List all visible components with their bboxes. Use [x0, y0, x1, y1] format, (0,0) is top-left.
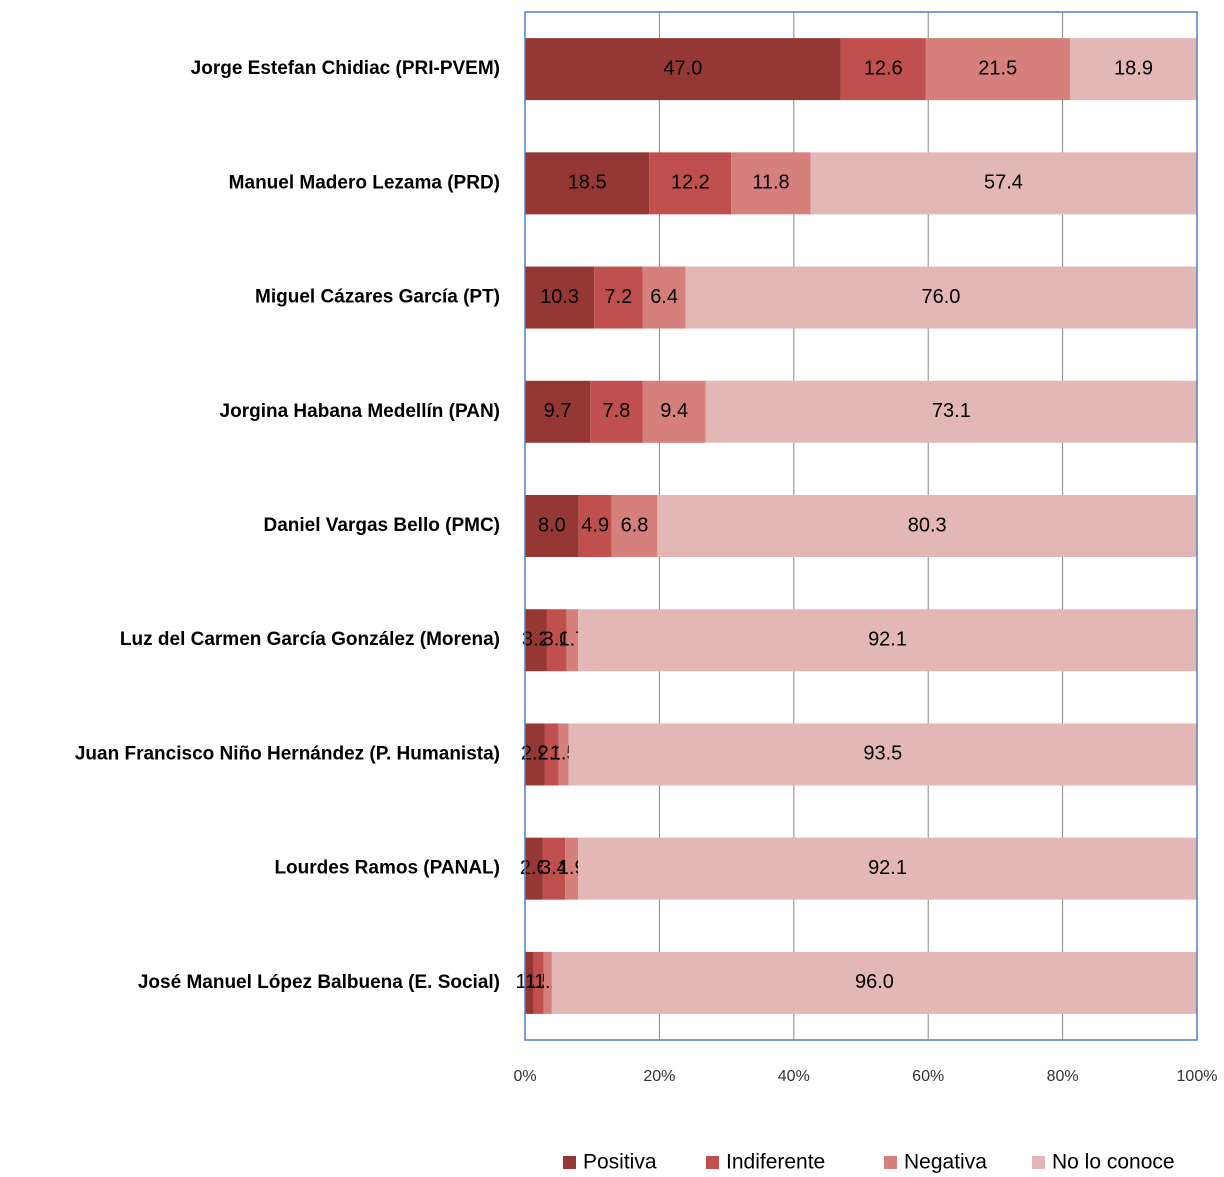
- bar-segment: [543, 951, 552, 1014]
- legend-label: Indiferente: [726, 1151, 825, 1174]
- data-label: 3.4: [540, 857, 568, 879]
- bar-segment: [657, 495, 1197, 557]
- x-tick-label: 0%: [513, 1068, 536, 1085]
- y-tick-label: Miguel Cázares García (PT): [255, 287, 500, 308]
- data-label: 3.0: [543, 629, 571, 651]
- x-tick-label: 60%: [912, 1068, 944, 1085]
- data-label: 6.8: [621, 514, 649, 536]
- bar-segment: [525, 152, 650, 215]
- y-tick-label: Lourdes Ramos (PANAL): [274, 858, 500, 879]
- bar-segment: [533, 951, 544, 1014]
- x-tick-label: 80%: [1047, 1068, 1079, 1085]
- bar-segment: [525, 609, 547, 672]
- data-label: 2.6: [520, 857, 548, 879]
- bar-segment: [551, 951, 1197, 1014]
- data-label: 10.3: [540, 286, 579, 308]
- y-tick-label: Manuel Madero Lezama (PRD): [229, 172, 500, 193]
- bar-segment: [525, 38, 841, 101]
- bar-segment: [925, 38, 1070, 101]
- data-label: 7.2: [605, 286, 633, 308]
- bar-segment: [566, 609, 579, 672]
- data-label: 47.0: [663, 57, 702, 79]
- data-label: 21.5: [978, 57, 1017, 79]
- bar-segment: [578, 837, 1197, 900]
- bar-segment: [525, 951, 534, 1014]
- y-tick-label: Jorgina Habana Medellín (PAN): [220, 401, 500, 422]
- data-label: 73.1: [932, 400, 971, 422]
- y-tick-label: José Manuel López Balbuena (E. Social): [138, 972, 500, 993]
- legend-swatch: [706, 1156, 719, 1169]
- x-tick-label: 100%: [1177, 1068, 1218, 1085]
- bar-segment: [544, 723, 559, 786]
- data-label: 2.1: [538, 743, 566, 765]
- y-tick-label: Daniel Vargas Bello (PMC): [263, 515, 500, 536]
- y-tick-label: Juan Francisco Niño Hernández (P. Humani…: [75, 743, 500, 764]
- plot-border: [524, 11, 1198, 1041]
- bar-segment: [642, 266, 686, 329]
- legend-swatch: [884, 1156, 897, 1169]
- bar-segment: [525, 837, 543, 900]
- bar-segment: [594, 266, 643, 329]
- bar-segment: [705, 380, 1197, 443]
- bar-segment: [810, 152, 1197, 215]
- data-label: 18.9: [1114, 57, 1153, 79]
- data-label: 8.0: [538, 514, 566, 536]
- bar-segment: [525, 380, 591, 443]
- data-label: 93.5: [863, 743, 902, 765]
- bar-segment: [578, 495, 612, 557]
- legend-label: No lo conoce: [1052, 1151, 1175, 1174]
- bar-segment: [525, 495, 579, 557]
- data-label: 9.4: [660, 400, 688, 422]
- data-label: 4.9: [581, 514, 609, 536]
- y-tick-label: Luz del Carmen García González (Morena): [120, 629, 500, 650]
- bar-segment: [642, 380, 706, 443]
- bar-segment: [558, 723, 569, 786]
- data-label: 2.9: [521, 743, 549, 765]
- bar-segment: [840, 38, 926, 101]
- data-label: 6.4: [650, 286, 678, 308]
- bar-segment: [1069, 38, 1197, 101]
- legend-swatch: [563, 1156, 576, 1169]
- data-label: 80.3: [908, 514, 947, 536]
- y-tick-label: Jorge Estefan Chidiac (PRI-PVEM): [191, 58, 500, 79]
- x-tick-label: 40%: [778, 1068, 810, 1085]
- bar-segment: [568, 723, 1197, 786]
- legend-label: Negativa: [904, 1151, 987, 1174]
- data-label: 57.4: [984, 172, 1023, 194]
- data-label: 96.0: [855, 971, 894, 993]
- data-label: 12.2: [671, 172, 710, 194]
- bar-segment: [525, 723, 545, 786]
- data-label: 11.8: [752, 172, 789, 194]
- data-label: 7.8: [602, 400, 630, 422]
- data-label: 76.0: [921, 286, 960, 308]
- bar-segment: [649, 152, 732, 215]
- data-label: 92.1: [868, 857, 907, 879]
- bar-segment: [578, 609, 1197, 672]
- bar-segment: [611, 495, 658, 557]
- data-label: 92.1: [868, 629, 907, 651]
- data-label: 12.6: [864, 57, 903, 79]
- x-tick-label: 20%: [643, 1068, 675, 1085]
- bar-segment: [731, 152, 811, 215]
- bar-segment: [590, 380, 643, 443]
- bar-segment: [685, 266, 1197, 329]
- legend-label: Positiva: [583, 1151, 657, 1174]
- bar-segment: [525, 266, 595, 329]
- bar-segment: [542, 837, 566, 900]
- data-label: 9.7: [544, 400, 572, 422]
- bar-segment: [546, 609, 567, 672]
- data-label: 18.5: [568, 172, 607, 194]
- bar-segment: [565, 837, 579, 900]
- legend-swatch: [1032, 1156, 1045, 1169]
- data-label: 3.2: [522, 629, 550, 651]
